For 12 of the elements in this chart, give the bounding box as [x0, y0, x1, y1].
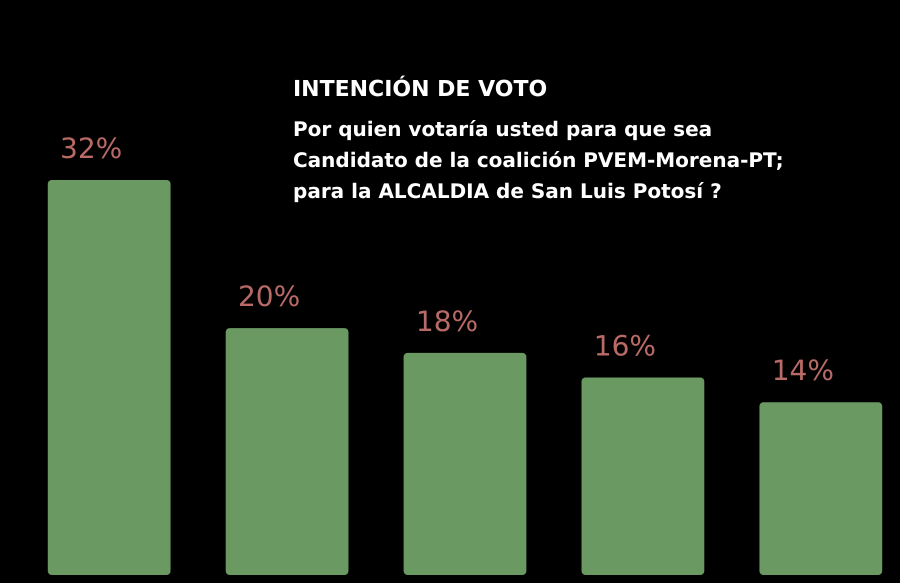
data-label: 16%	[594, 330, 656, 362]
chart-title: INTENCIÓN DE VOTO	[293, 75, 548, 102]
data-label: 20%	[238, 280, 300, 314]
bar	[582, 378, 704, 575]
bar	[404, 352, 526, 575]
data-label: 32%	[60, 132, 122, 165]
bar	[226, 328, 348, 575]
bar	[48, 180, 171, 575]
data-label: 14%	[772, 354, 834, 388]
data-label: 18%	[416, 304, 478, 338]
chart-subtitle: Por quien votaría usted para que sea Candidato de la coalición PVEM-Morena-PT; para la ALCALDIA de San Luis Potosí ?	[293, 117, 784, 203]
bar	[759, 402, 882, 575]
